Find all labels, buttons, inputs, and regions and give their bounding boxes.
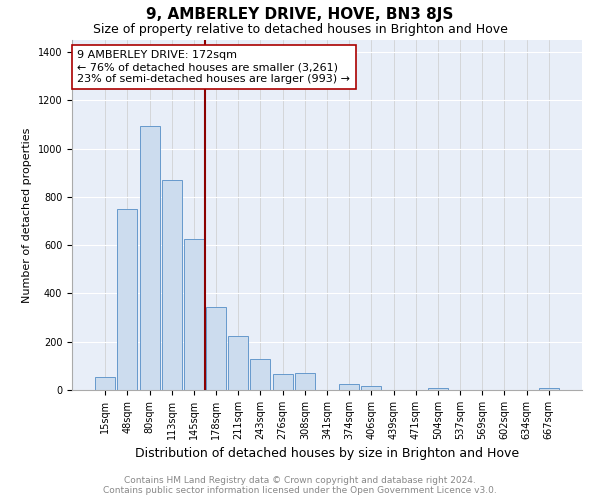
Bar (361, 386, 382, 390)
Y-axis label: Number of detached properties: Number of detached properties (22, 128, 32, 302)
Bar (95, 376, 115, 390)
Bar (184, 239, 204, 390)
Bar (162, 180, 182, 390)
Text: Size of property relative to detached houses in Brighton and Hove: Size of property relative to detached ho… (92, 22, 508, 36)
Bar (228, 336, 248, 390)
Bar (250, 358, 271, 390)
Bar (140, 126, 160, 390)
Bar (428, 388, 448, 390)
Bar (339, 384, 359, 390)
Bar (295, 373, 315, 390)
Bar (272, 374, 293, 390)
Bar (539, 388, 559, 390)
Text: 9 AMBERLEY DRIVE: 172sqm
← 76% of detached houses are smaller (3,261)
23% of sem: 9 AMBERLEY DRIVE: 172sqm ← 76% of detach… (77, 50, 350, 84)
Text: Contains HM Land Registry data © Crown copyright and database right 2024.
Contai: Contains HM Land Registry data © Crown c… (103, 476, 497, 495)
Text: 9, AMBERLEY DRIVE, HOVE, BN3 8JS: 9, AMBERLEY DRIVE, HOVE, BN3 8JS (146, 8, 454, 22)
X-axis label: Distribution of detached houses by size in Brighton and Hove: Distribution of detached houses by size … (135, 448, 519, 460)
Bar (118, 209, 137, 390)
Bar (206, 306, 226, 390)
